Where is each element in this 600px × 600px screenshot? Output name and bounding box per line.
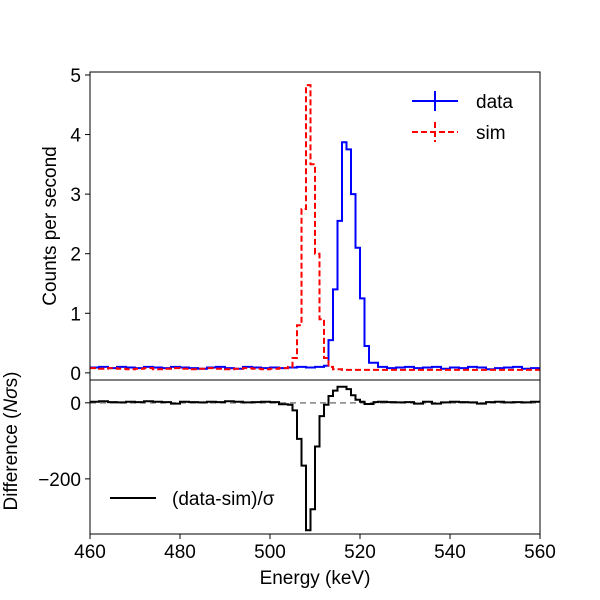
top-plot-lines xyxy=(90,84,540,371)
legend-data-label: data xyxy=(476,92,513,113)
x-tick-label: 460 xyxy=(74,542,106,563)
bottom-plot-lines xyxy=(90,385,540,532)
series-sim-line xyxy=(90,84,540,371)
legend-diff-label: (data-sim)/σ xyxy=(172,489,275,510)
bottom-y-ticks: 0 −200 xyxy=(38,394,90,491)
x-tick-label: 500 xyxy=(254,542,286,563)
series-data-line xyxy=(90,141,540,371)
top-y-tick-label: 3 xyxy=(70,185,81,206)
top-y-axis-label: Counts per second xyxy=(40,146,61,306)
series-difference-line xyxy=(90,385,540,532)
x-axis-label: Energy (keV) xyxy=(260,568,371,589)
bottom-y-label-suffix: s) xyxy=(1,372,22,388)
top-y-tick-label: 2 xyxy=(70,245,81,266)
bottom-panel: 0 −200 460 480 500 520 540 560 Difference (Nσs… xyxy=(1,372,556,589)
x-tick-label: 520 xyxy=(344,542,376,563)
bottom-y-axis-label: Difference (Nσs) xyxy=(1,372,22,511)
bottom-legend: (data-sim)/σ xyxy=(110,489,275,510)
top-y-tick-label: 4 xyxy=(70,126,81,147)
top-y-ticks: 0 1 2 3 4 5 xyxy=(70,66,90,385)
bottom-y-label-prefix: Difference ( xyxy=(1,412,22,511)
top-legend: data sim xyxy=(412,91,513,144)
x-tick-label: 480 xyxy=(164,542,196,563)
top-y-tick-label: 0 xyxy=(70,364,81,385)
bottom-axes-frame xyxy=(89,379,541,535)
bottom-y-tick-label: 0 xyxy=(70,394,81,415)
top-panel: 0 1 2 3 4 5 Counts per second data sim xyxy=(40,66,541,385)
x-tick-label: 560 xyxy=(524,542,556,563)
top-y-tick-label: 5 xyxy=(70,66,81,87)
x-tick-label: 540 xyxy=(434,542,466,563)
top-y-tick-label: 1 xyxy=(70,304,81,325)
bottom-y-tick-label: −200 xyxy=(38,470,81,491)
legend-sim-label: sim xyxy=(476,123,506,144)
bottom-y-label-n: N xyxy=(1,399,22,413)
bottom-y-label-sigma: σ xyxy=(1,386,22,399)
bottom-x-ticks: 460 480 500 520 540 560 xyxy=(74,534,556,563)
